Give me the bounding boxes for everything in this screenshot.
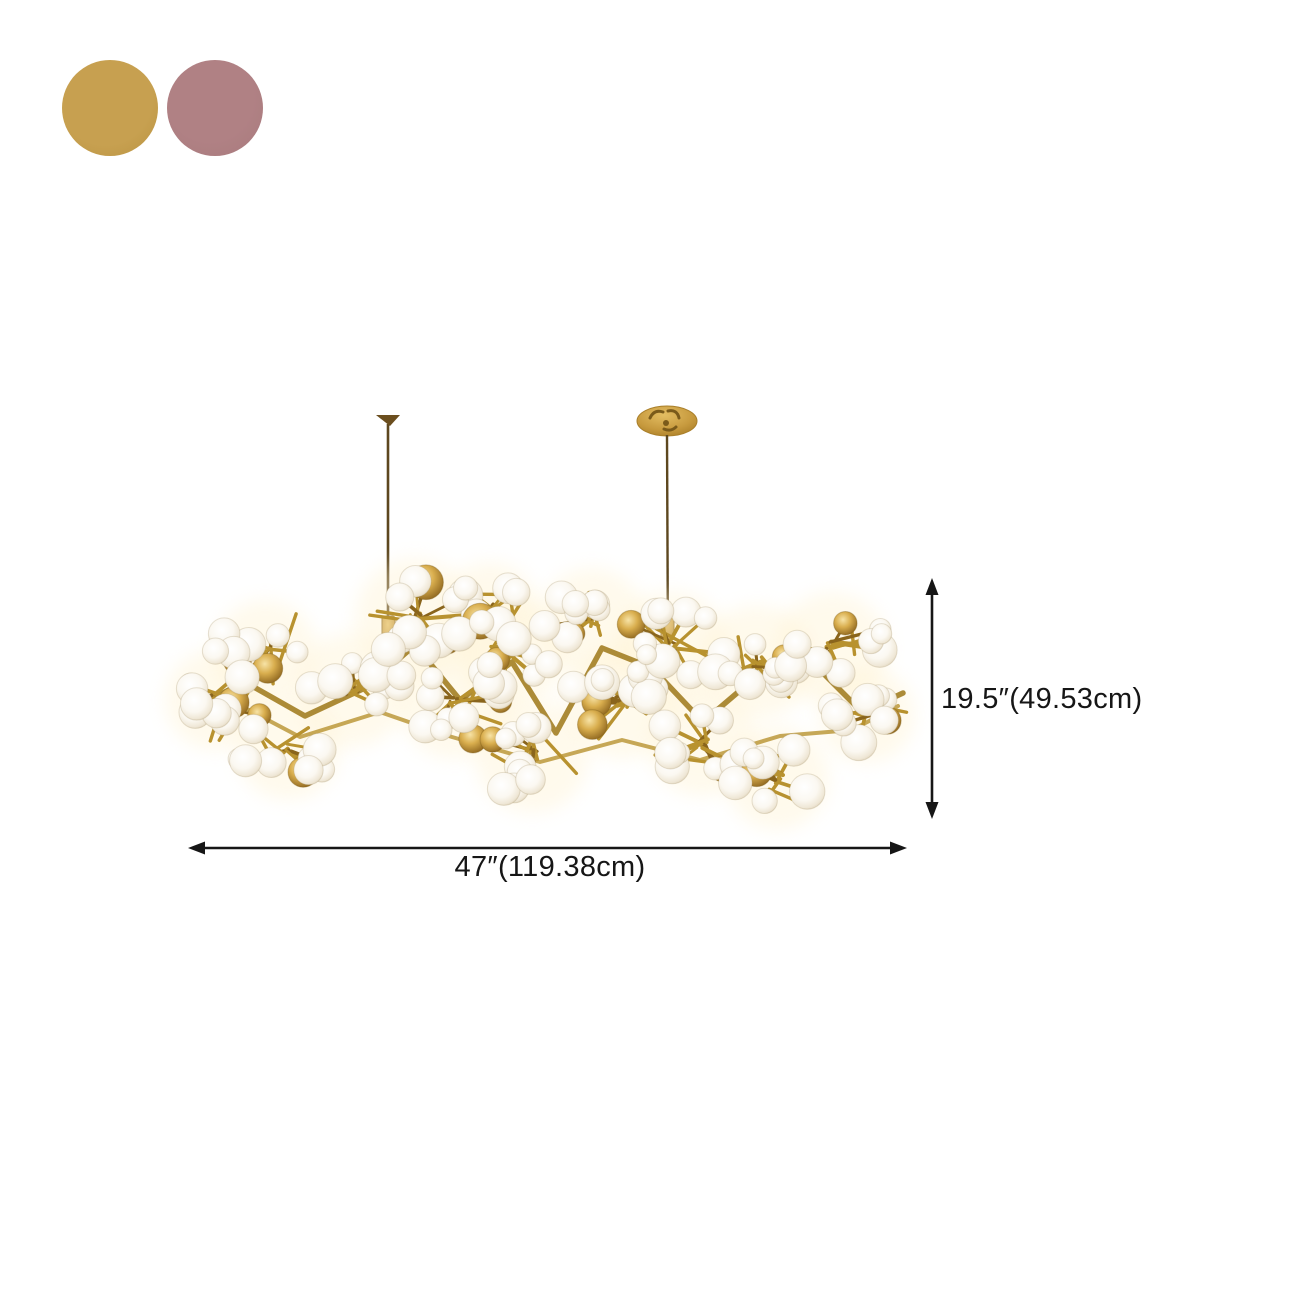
height-dimension-line bbox=[925, 578, 939, 819]
color-swatches bbox=[62, 60, 263, 156]
color-swatch-mauve[interactable] bbox=[167, 60, 263, 156]
ceiling-canopy bbox=[636, 405, 698, 437]
globes-layer bbox=[175, 564, 902, 815]
color-swatch-gold[interactable] bbox=[62, 60, 158, 156]
height-dimension-label: 19.5″(49.53cm) bbox=[941, 683, 1143, 715]
width-dimension-label: 47″(119.38cm) bbox=[454, 851, 646, 883]
width-dimension-line bbox=[188, 841, 907, 855]
